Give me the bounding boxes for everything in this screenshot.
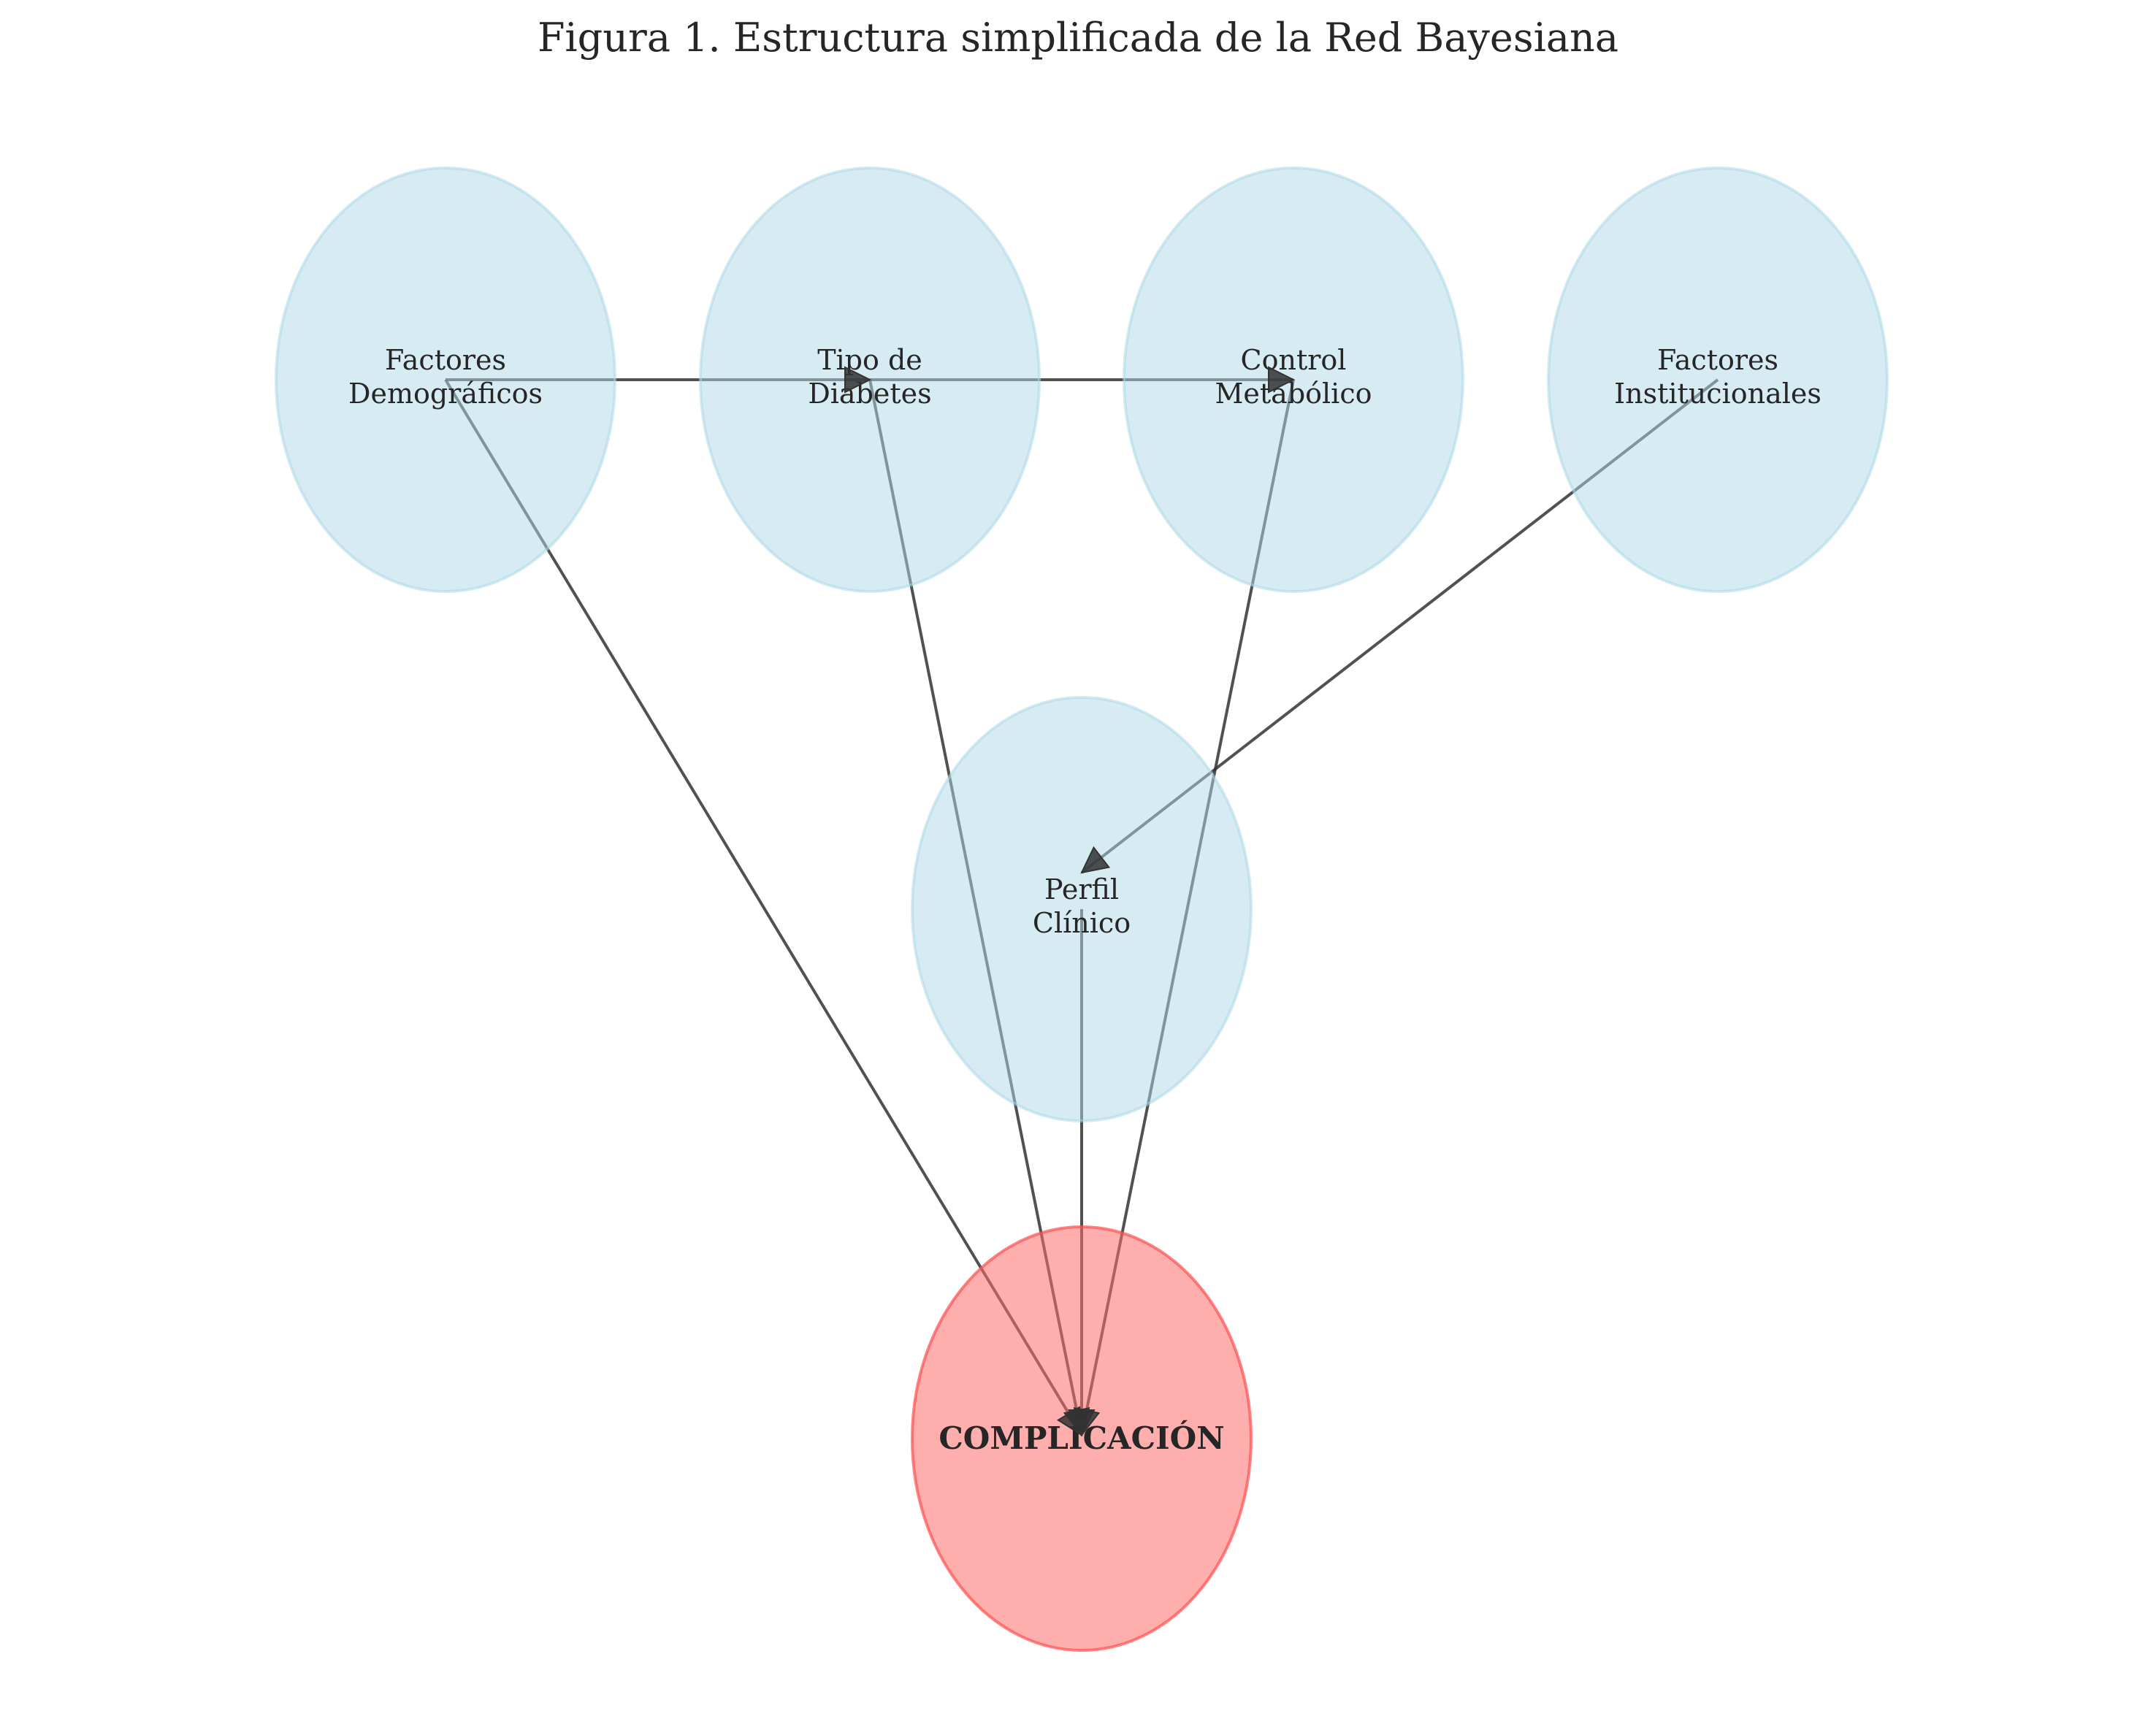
node-label-institucionales: Factores Institucionales <box>1614 344 1821 410</box>
node-label-control: Control Metabólico <box>1215 344 1372 410</box>
arrowheads-layer <box>844 366 1296 1437</box>
node-institucionales <box>1547 166 1889 593</box>
node-label-line: Control <box>1241 344 1347 376</box>
node-label-line: Perfil <box>1044 873 1119 906</box>
node-label-line: Factores <box>1657 344 1778 376</box>
node-label-perfil: Perfil Clínico <box>1033 873 1131 939</box>
node-label-line: Tipo de <box>817 344 922 376</box>
arrowhead-demograficos-to-tipo <box>844 366 872 394</box>
node-label-line: Demográficos <box>348 378 543 410</box>
arrowhead-perfil-to-complicacion <box>1068 1409 1096 1437</box>
node-label-line: Institucionales <box>1614 378 1821 410</box>
node-label-tipo: Tipo de Diabetes <box>808 344 931 410</box>
node-label-line: Factores <box>385 344 506 376</box>
node-label-demograficos: Factores Demográficos <box>348 344 543 410</box>
arrowhead-tipo-to-control <box>1268 366 1296 394</box>
arrowhead-institucionales-to-perfil <box>1080 846 1111 874</box>
node-perfil <box>911 696 1253 1122</box>
node-complicacion <box>911 1225 1253 1652</box>
node-label-line: Metabólico <box>1215 378 1372 410</box>
edge-demograficos-to-complicacion <box>444 378 1083 1436</box>
node-label-line: Clínico <box>1033 907 1131 939</box>
node-label-line: Diabetes <box>808 378 931 410</box>
node-demograficos <box>275 166 616 593</box>
figure-title: Figura 1. Estructura simplificada de la … <box>538 15 1618 61</box>
